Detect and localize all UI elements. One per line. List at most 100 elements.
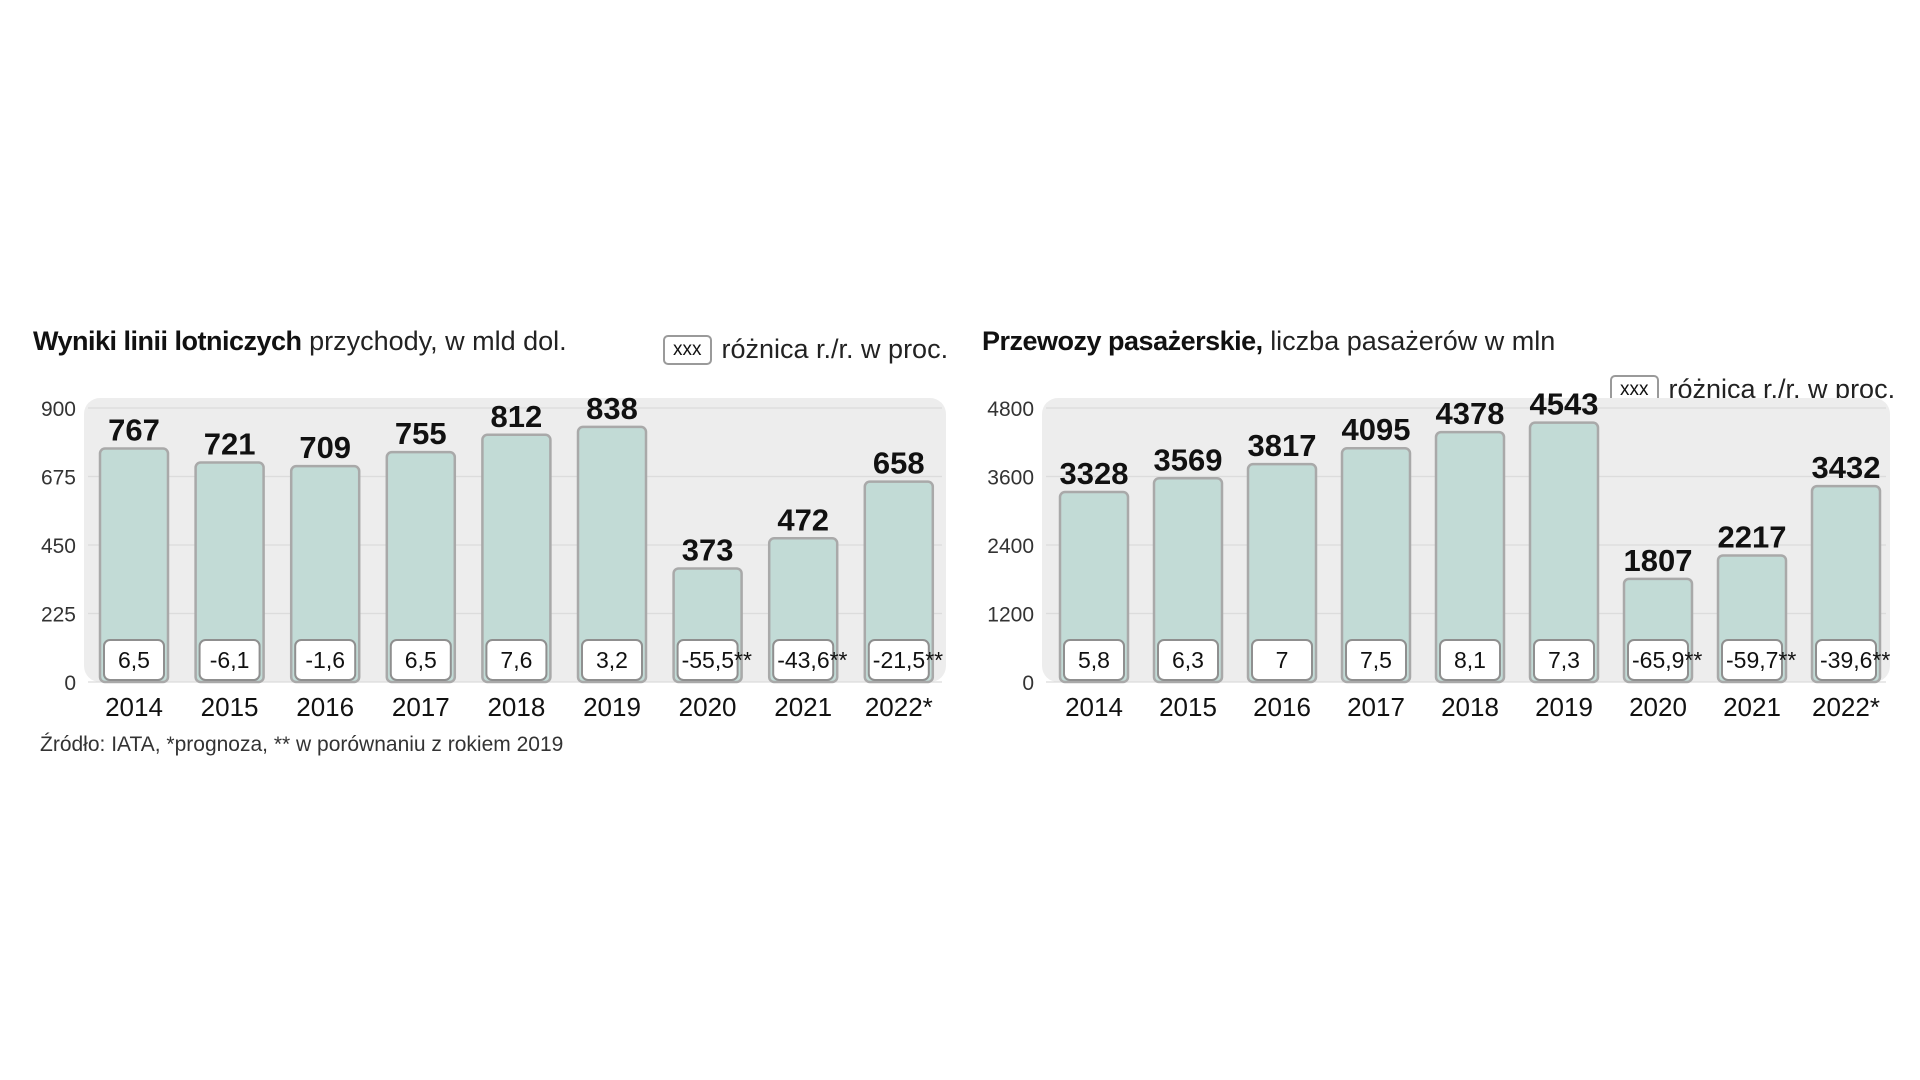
legend-label: różnica r./r. w proc. xyxy=(721,334,949,364)
bar xyxy=(863,480,935,684)
bar-value-label: 373 xyxy=(682,532,734,567)
bar-value-label: 3432 xyxy=(1812,450,1881,485)
change-box xyxy=(676,639,739,681)
bar xyxy=(481,433,552,684)
change-label: 7,6 xyxy=(500,647,532,673)
bar-value-label: 1807 xyxy=(1624,543,1693,578)
x-tick-label: 2016 xyxy=(296,692,354,722)
x-tick-label: 2020 xyxy=(679,692,737,722)
change-label: -1,6 xyxy=(305,647,345,673)
x-tick-label: 2022* xyxy=(865,692,933,722)
change-label: -6,1 xyxy=(210,647,250,673)
revenue-chart-title: Wyniki linii lotniczych przychody, w mld… xyxy=(33,326,567,356)
y-tick-label: 0 xyxy=(1022,672,1034,695)
change-box xyxy=(103,639,165,681)
bar-value-label: 755 xyxy=(395,416,447,451)
y-tick-label: 4800 xyxy=(987,398,1034,421)
change-label: 5,8 xyxy=(1078,647,1110,673)
change-box xyxy=(389,639,452,681)
x-tick-label: 2015 xyxy=(1159,692,1217,722)
change-label: -43,6** xyxy=(777,647,847,673)
change-label: 6,3 xyxy=(1172,647,1204,673)
bar-value-label: 3817 xyxy=(1248,428,1317,463)
change-label: 7,5 xyxy=(1360,647,1392,673)
bar-value-label: 3569 xyxy=(1154,442,1223,477)
bar-value-label: 472 xyxy=(777,502,829,537)
change-label: 3,2 xyxy=(596,647,628,673)
bar xyxy=(1810,484,1882,684)
bar xyxy=(576,425,648,684)
bar-value-label: 658 xyxy=(873,446,925,481)
bar-value-label: 838 xyxy=(586,391,638,426)
change-box xyxy=(867,639,930,681)
change-label: 6,5 xyxy=(118,647,150,673)
x-tick-label: 2020 xyxy=(1629,692,1687,722)
change-label: 6,5 xyxy=(405,647,437,673)
change-label: -39,6** xyxy=(1820,647,1890,673)
change-label: -21,5** xyxy=(873,647,943,673)
passengers-chart-title: Przewozy pasażerskie, liczba pasażerów w… xyxy=(982,326,1556,356)
bar xyxy=(1152,477,1224,684)
change-box xyxy=(1251,639,1313,681)
bar-value-label: 2217 xyxy=(1718,519,1787,554)
bar xyxy=(385,450,457,684)
passengers-bar-chart: 4800 3600 2400 1200 0 3328 5,8 2014 3569 6,3 2015 3… xyxy=(987,387,1890,722)
revenue-bar-chart: 900 675 450 225 0 767 6,5 2014 721 -6,1 2015 709 -1,… xyxy=(41,391,946,722)
change-label: 7,3 xyxy=(1548,647,1580,673)
y-tick-label: 1200 xyxy=(987,604,1034,627)
change-box xyxy=(198,639,261,681)
legend-box: xxx xyxy=(663,334,712,365)
x-tick-label: 2018 xyxy=(1441,692,1499,722)
x-tick-label: 2016 xyxy=(1253,692,1311,722)
change-label: 7 xyxy=(1276,647,1289,673)
change-label: 8,1 xyxy=(1454,647,1486,673)
change-label: -65,9** xyxy=(1632,647,1702,673)
y-tick-label: 225 xyxy=(41,604,76,627)
y-tick-label: 2400 xyxy=(987,535,1034,558)
x-tick-label: 2019 xyxy=(583,692,641,722)
change-box xyxy=(1533,639,1595,681)
change-box xyxy=(1063,639,1125,681)
y-tick-label: 0 xyxy=(64,672,76,695)
change-box xyxy=(1439,639,1501,681)
revenue-chart-legend: xxx różnica r./r. w proc. xyxy=(663,334,948,365)
change-box xyxy=(1345,639,1407,681)
y-tick-label: 3600 xyxy=(987,467,1034,490)
bar-value-label: 4378 xyxy=(1436,396,1505,431)
change-label: -55,5** xyxy=(682,647,752,673)
y-tick-label: 675 xyxy=(41,467,76,490)
change-box xyxy=(581,639,643,681)
change-label: -59,7** xyxy=(1726,647,1796,673)
x-tick-label: 2014 xyxy=(105,692,163,722)
x-tick-label: 2017 xyxy=(1347,692,1405,722)
bar xyxy=(1340,446,1412,684)
change-box xyxy=(1157,639,1219,681)
change-box xyxy=(772,639,835,681)
source-note: Źródło: IATA, *prognoza, ** w porównaniu… xyxy=(40,733,564,756)
bar xyxy=(1246,462,1318,684)
bar xyxy=(1434,430,1506,684)
bar-value-label: 767 xyxy=(108,412,160,447)
bar-value-label: 721 xyxy=(204,426,256,461)
bar xyxy=(289,464,361,684)
bar xyxy=(194,461,265,684)
bar-value-label: 709 xyxy=(299,430,351,465)
x-tick-label: 2021 xyxy=(1723,692,1781,722)
bar-value-label: 3328 xyxy=(1060,456,1129,491)
bar-value-label: 812 xyxy=(491,399,543,434)
bar-value-label: 4543 xyxy=(1530,387,1599,422)
bar xyxy=(1528,421,1600,684)
x-tick-label: 2019 xyxy=(1535,692,1593,722)
bar-value-label: 4095 xyxy=(1342,412,1411,447)
change-box xyxy=(1721,639,1783,681)
x-tick-label: 2017 xyxy=(392,692,450,722)
x-tick-label: 2015 xyxy=(201,692,259,722)
y-tick-label: 900 xyxy=(41,398,76,421)
bar xyxy=(98,447,170,684)
change-box xyxy=(1815,639,1877,681)
x-tick-label: 2021 xyxy=(774,692,832,722)
bar xyxy=(1058,490,1130,684)
change-box xyxy=(294,639,357,681)
change-box xyxy=(485,639,548,681)
change-box xyxy=(1627,639,1689,681)
